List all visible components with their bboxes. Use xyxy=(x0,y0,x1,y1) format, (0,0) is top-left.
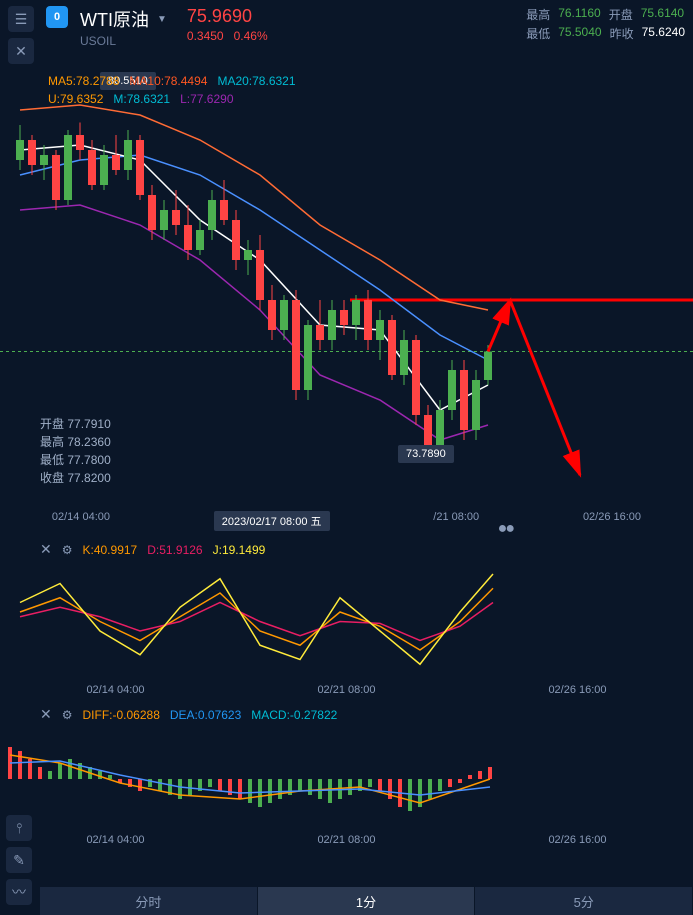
symbol-icon: 0 xyxy=(46,6,68,28)
title-block: WTI原油 ▼ USOIL xyxy=(80,6,167,48)
wave-icon[interactable]: 〰 xyxy=(6,879,32,905)
change-pct: 0.46% xyxy=(234,29,268,43)
header: ☰ ✕ 0 WTI原油 ▼ USOIL 75.9690 0.3450 0.46%… xyxy=(0,0,693,70)
chevron-down-icon[interactable]: ▼ xyxy=(157,14,167,25)
menu-icon[interactable]: ☰ xyxy=(8,6,34,32)
left-tools: ⫯ ✎ 〰 xyxy=(6,815,32,905)
sub-symbol: USOIL xyxy=(80,34,167,48)
bot-price-label: 73.7890 xyxy=(398,445,454,463)
tf-1min[interactable]: 1分 xyxy=(258,887,476,915)
pencil-icon[interactable]: ✎ xyxy=(6,847,32,873)
kdj-panel[interactable]: ✕ ⚙ K:40.9917 D:51.9126 J:19.1499 02/14 … xyxy=(0,535,693,700)
main-chart[interactable]: 80.5510 73.7890 开盘 77.7910 最高 78.2360 最低… xyxy=(0,70,693,535)
macd-x-axis: 02/14 04:00 02/21 08:00 02/26 16:00 xyxy=(0,830,693,850)
timeframe-bar: 分时 1分 5分 xyxy=(40,887,693,915)
change-abs: 0.3450 xyxy=(187,29,224,43)
ohlc-block: 最高 76.1160 开盘 75.6140 最低 75.5040 昨收 75.6… xyxy=(526,6,685,44)
main-price: 75.9690 xyxy=(187,6,268,27)
crosshair-icon[interactable]: ✕ xyxy=(8,38,34,64)
close-icon[interactable]: ✕ xyxy=(40,541,52,558)
tf-5min[interactable]: 5分 xyxy=(475,887,693,915)
tf-tick[interactable]: 分时 xyxy=(40,887,258,915)
indicator-icon[interactable]: ⫯ xyxy=(6,815,32,841)
symbol-name[interactable]: WTI原油 xyxy=(80,6,149,32)
macd-panel[interactable]: ✕ ⚙ DIFF:-0.06288 DEA:0.07623 MACD:-0.27… xyxy=(0,700,693,850)
main-x-axis: 02/14 04:00 2023/02/17 08:00 五 /21 08:00… xyxy=(0,507,693,535)
boll-indicators: U:79.6352 M:78.6321 L:77.6290 xyxy=(40,88,242,110)
gear-icon[interactable]: ⚙ xyxy=(62,708,73,722)
price-block: 75.9690 0.3450 0.46% xyxy=(187,6,268,43)
left-toolbar: ☰ ✕ xyxy=(8,6,34,64)
info-box: 开盘 77.7910 最高 78.2360 最低 77.7800 收盘 77.8… xyxy=(40,415,111,487)
gear-icon[interactable]: ⚙ xyxy=(62,543,73,557)
close-icon[interactable]: ✕ xyxy=(40,706,52,723)
kdj-x-axis: 02/14 04:00 02/21 08:00 02/26 16:00 xyxy=(0,680,693,700)
